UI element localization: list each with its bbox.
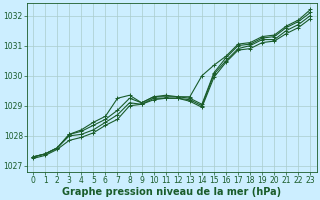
X-axis label: Graphe pression niveau de la mer (hPa): Graphe pression niveau de la mer (hPa) xyxy=(62,187,281,197)
